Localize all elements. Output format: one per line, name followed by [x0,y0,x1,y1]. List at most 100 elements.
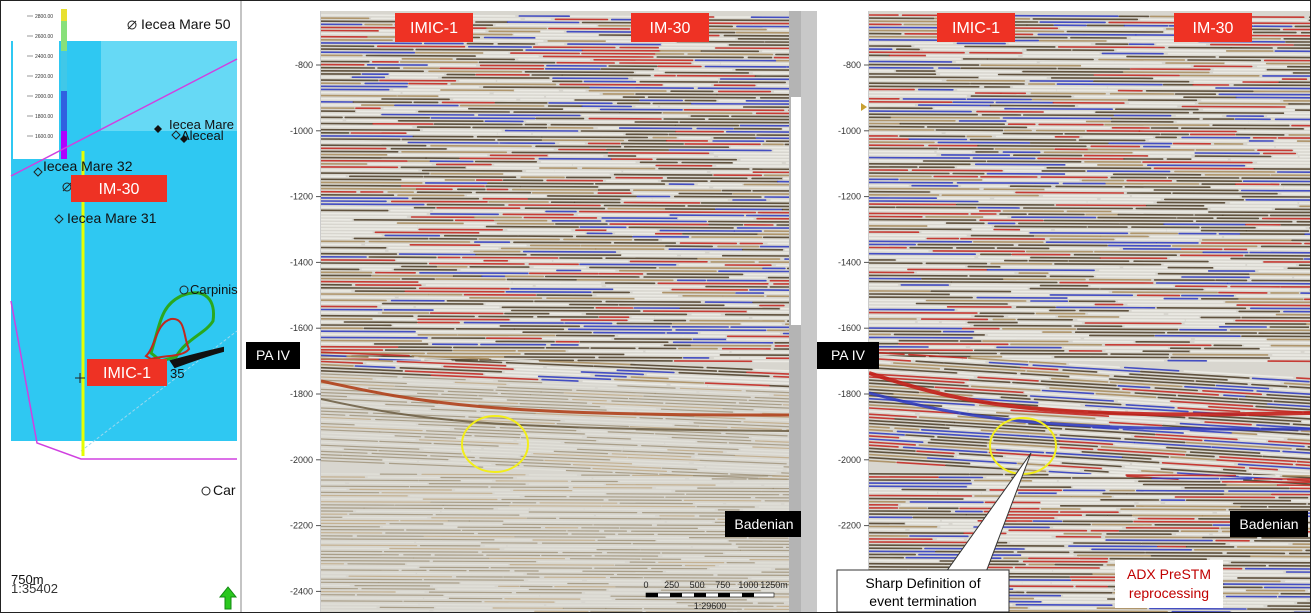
seismic-reflector [479,457,544,461]
seismic-reflector [381,391,418,394]
seismic-reflector [1081,64,1191,67]
seismic-reflector [321,351,410,357]
seismic-reflector [454,428,499,432]
seismic-reflector [321,460,385,464]
svg-text:PA IV: PA IV [831,347,866,363]
seismic-reflector [415,48,524,51]
seismic-reflector [932,250,1026,253]
seismic-reflector [1244,254,1310,257]
seismic-reflector [699,425,728,428]
seismic-reflector [1256,390,1310,395]
north-arrow-icon[interactable] [218,586,238,610]
seismic-reflector [1189,429,1233,434]
seismic-reflector [713,186,789,189]
well-label: Iecea Mare [169,117,234,132]
seismic-reflector [1209,558,1310,561]
well-marker-iecea-mare-50[interactable]: Iecea Mare 50 [127,16,231,32]
depth-label: -2400 [290,586,313,596]
seismic-reflector [321,357,394,363]
well-marker-iecea-mare-32[interactable]: Iecea Mare 32 [33,158,133,177]
seismic-reflector [457,437,514,442]
seismic-reflector [504,548,598,551]
seismic-reflector [869,544,972,547]
seismic-reflector [687,605,774,607]
seismic-reflector [1174,170,1276,173]
seismic-reflector [508,204,601,207]
seismic-reflector [598,440,665,444]
well-marker-carpinis[interactable]: Carpinis [179,282,238,297]
seismic-reflector [1174,496,1276,499]
seismic-reflector [494,492,605,495]
seismic-reflector [321,360,364,365]
seismic-reflector [396,360,507,367]
seismic-reflector [1246,164,1310,167]
seismic-reflector [970,385,1041,392]
seismic-reflector [747,580,789,583]
seismic-reflector [869,348,974,352]
seismic-reflector [714,47,789,50]
seismic-reflector [660,408,734,413]
seismic-reflector [321,438,378,442]
seismic-reflector [1095,392,1157,399]
seismic-reflector [510,287,614,291]
seismic-reflector [454,359,503,364]
seismic-reflector [1104,123,1210,126]
seismic-reflector [916,271,1015,274]
seismic-reflector [616,573,714,576]
left-tag-imic1: IMIC-1 [395,13,473,42]
seismic-reflector [605,300,702,303]
seismic-reflector [417,572,524,575]
seismic-reflector [582,380,667,386]
well-marker-imic1[interactable]: 35 [75,366,184,383]
seismic-reflector [1012,86,1108,89]
seismic-reflector [539,360,632,366]
well-marker-iecea-mare-31[interactable]: Iecea Mare 31 [54,210,157,226]
seismic-reflector [1255,405,1310,411]
seismic-reflector [926,126,1028,129]
seismic-reflector [321,369,432,377]
seismic-reflector [639,417,664,420]
seismic-reflector [1112,173,1202,176]
seismic-reflector [1000,396,1031,400]
seismic-reflector [926,457,1017,465]
seismic-reflector [1074,331,1166,334]
depth-label: -1000 [290,126,313,136]
seismic-reflector [1033,398,1122,406]
seismic-reflector [1055,455,1160,464]
seismic-reflector [869,113,979,116]
seismic-reflector [478,232,586,235]
seismic-reflector [432,210,545,213]
seismic-reflector [1241,177,1310,180]
seismic-reflector [1147,164,1246,167]
seismic-reflector [1256,424,1310,430]
left-scroll-thumb[interactable] [791,97,801,325]
seismic-reflector [321,572,416,575]
well-marker-car[interactable]: Car [201,482,236,498]
horizon-reflector [321,398,789,432]
seismic-reflector [1142,161,1253,164]
seismic-reflector [1267,403,1310,408]
seismic-reflector [949,427,981,431]
seismic-reflector [1272,388,1310,392]
seismic-reflector [1247,143,1310,146]
legend-value: 1800.00 [35,114,53,120]
seismic-reflector [321,556,414,559]
seismic-reflector [1153,167,1255,170]
seismic-reflector [1069,375,1111,380]
seismic-reflector [321,172,430,175]
seismic-reflector [869,212,969,215]
seismic-reflector [421,445,482,450]
seismic-reflector [423,448,467,452]
seismic-reflector [533,453,628,458]
seismic-reflector [869,379,969,387]
seismic-reflector [537,375,612,381]
seismic-reflector [1037,33,1137,36]
well-marker-iecea-mare[interactable]: Iecea Mare Aleceal [154,117,234,143]
seismic-reflector [1181,105,1287,108]
seismic-reflector [513,111,621,114]
seismic-reflector [1282,450,1310,454]
seismic-reflector [1185,499,1292,502]
seismic-reflector [1004,107,1113,110]
right-depth-axis: -800 -1000 -1200 -1400 -1600 -1800 -2000 -2200 [838,60,869,531]
seismic-reflector [1192,111,1285,114]
